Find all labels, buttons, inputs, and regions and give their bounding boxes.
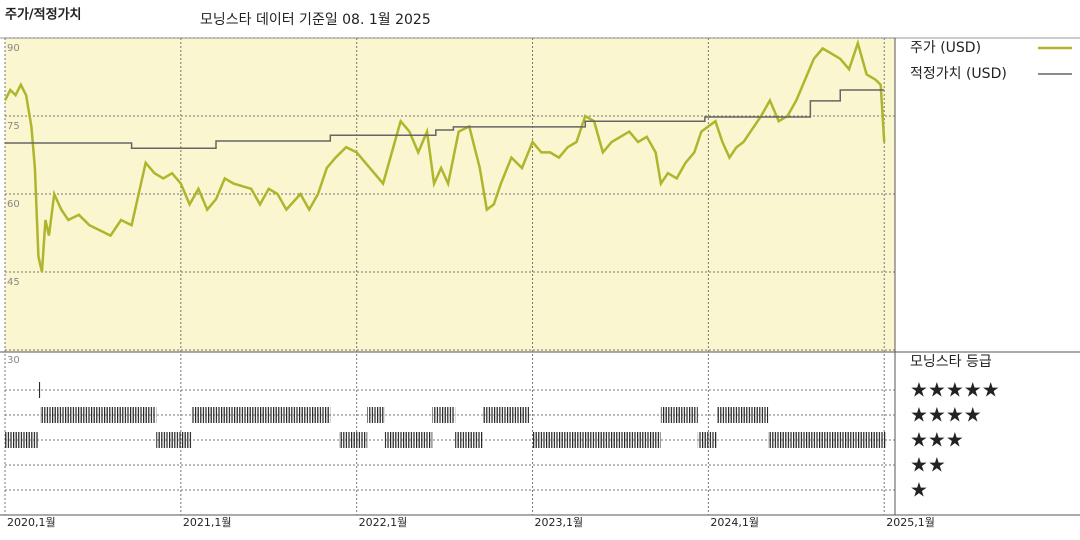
rating-period bbox=[339, 432, 368, 448]
x-tick-label: 2022,1월 bbox=[359, 516, 408, 529]
x-tick-label: 2021,1월 bbox=[183, 516, 232, 529]
y-tick-label: 90 bbox=[7, 43, 20, 54]
y-tick-label: 45 bbox=[7, 277, 20, 288]
chart-title: 주가/적정가치 bbox=[5, 7, 82, 23]
x-tick-label: 2020,1월 bbox=[7, 516, 56, 529]
legend-label: 적정가치 (USD) bbox=[910, 66, 1007, 82]
x-tick-label: 2024,1월 bbox=[710, 516, 759, 529]
chart-subtitle: 모닝스타 데이터 기준일 08. 1월 2025 bbox=[200, 12, 431, 28]
rating-period bbox=[660, 407, 698, 423]
rating-period bbox=[367, 407, 385, 423]
y-tick-label: 30 bbox=[7, 355, 20, 366]
plot-background bbox=[5, 38, 895, 352]
rating-period bbox=[432, 407, 456, 423]
rating-period bbox=[191, 407, 331, 423]
rating-period bbox=[5, 432, 39, 448]
rating-period bbox=[40, 407, 157, 423]
series-line bbox=[3, 38, 886, 273]
rating-period bbox=[532, 432, 661, 448]
series-line bbox=[5, 89, 885, 149]
x-tick-label: 2025,1월 bbox=[886, 516, 935, 529]
ratings-title: 모닝스타 등급 bbox=[910, 354, 992, 370]
x-tick-label: 2023,1월 bbox=[535, 516, 584, 529]
rating-period bbox=[697, 432, 718, 448]
rating-label: ★★★★ bbox=[910, 403, 982, 427]
legend-label: 주가 (USD) bbox=[910, 40, 981, 56]
rating-period bbox=[455, 432, 484, 448]
rating-period bbox=[768, 432, 886, 448]
y-tick-label: 75 bbox=[7, 121, 20, 132]
rating-period bbox=[156, 432, 192, 448]
rating-period bbox=[384, 432, 433, 448]
y-tick-label: 60 bbox=[7, 199, 20, 210]
rating-label: ★ bbox=[910, 478, 928, 502]
rating-period bbox=[717, 407, 769, 423]
rating-period bbox=[38, 382, 41, 398]
rating-period bbox=[483, 407, 530, 423]
rating-label: ★★ bbox=[910, 453, 946, 477]
rating-label: ★★★★★ bbox=[910, 378, 1000, 402]
rating-label: ★★★ bbox=[910, 428, 964, 452]
